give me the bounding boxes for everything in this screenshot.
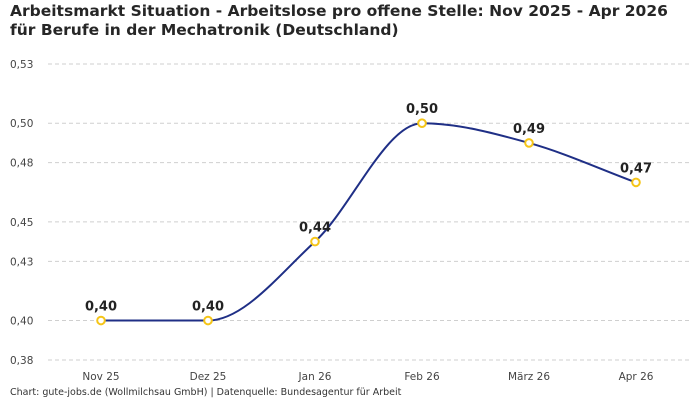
data-label: 0,47 <box>620 161 652 176</box>
x-axis: Nov 25 Dez 25 Jan 26 Feb 26 März 26 Apr 26 <box>82 371 653 383</box>
chart-title: Arbeitsmarkt Situation - Arbeitslose pro… <box>10 2 668 39</box>
x-tick-label: Dez 25 <box>190 371 227 383</box>
data-labels: 0,40 0,40 0,44 0,50 0,49 0,47 <box>85 102 652 314</box>
data-point <box>417 118 427 128</box>
data-points <box>96 118 641 326</box>
data-label: 0,40 <box>85 300 117 315</box>
series-line <box>100 122 637 322</box>
y-tick-label: 0,43 <box>10 256 33 268</box>
y-tick-label: 0,40 <box>10 316 33 328</box>
x-tick-label: Apr 26 <box>619 371 654 383</box>
x-tick-label: Feb 26 <box>404 371 440 383</box>
data-point <box>203 315 213 326</box>
data-label: 0,50 <box>406 102 438 117</box>
y-tick-label: 0,53 <box>10 59 33 71</box>
x-tick-label: Jan 26 <box>298 371 332 383</box>
x-tick-label: März 26 <box>508 371 550 383</box>
data-point <box>524 138 534 148</box>
grid-lines <box>48 63 690 361</box>
data-point <box>310 236 320 247</box>
data-label: 0,49 <box>513 122 545 137</box>
y-tick-label: 0,45 <box>10 217 33 229</box>
y-axis: 0,38 0,40 0,43 0,45 0,48 0,50 0,53 <box>10 59 33 367</box>
y-tick-label: 0,38 <box>10 355 33 367</box>
data-label: 0,44 <box>299 221 331 236</box>
data-label: 0,40 <box>192 300 224 315</box>
data-point <box>631 177 641 188</box>
x-tick-label: Nov 25 <box>82 371 119 383</box>
data-point <box>96 315 106 326</box>
chart-footer: Chart: gute-jobs.de (Wollmilchsau GmbH) … <box>10 387 402 398</box>
y-tick-label: 0,48 <box>10 158 33 170</box>
y-tick-label: 0,50 <box>10 118 33 130</box>
